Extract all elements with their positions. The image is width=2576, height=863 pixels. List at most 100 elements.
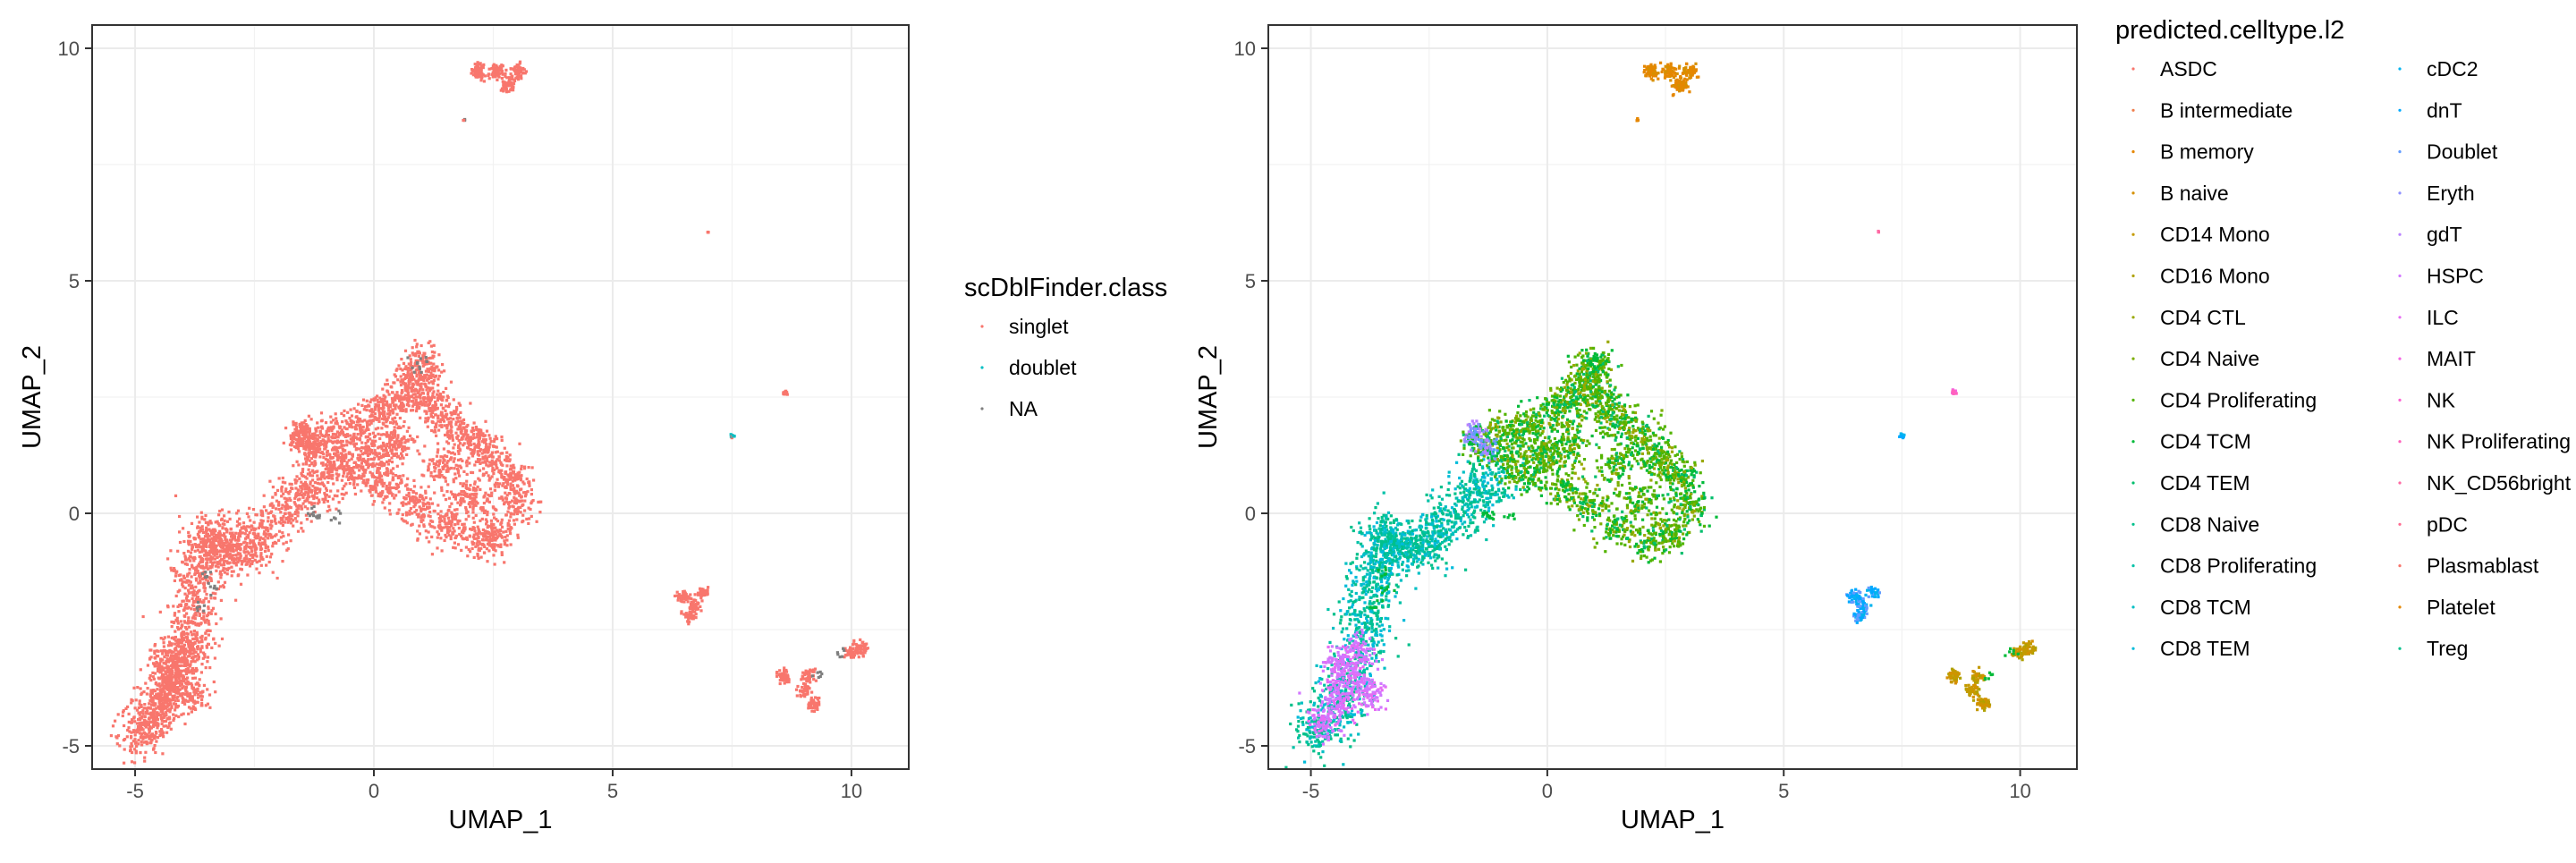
data-point (164, 691, 166, 694)
data-point (188, 706, 191, 708)
data-point (137, 712, 140, 715)
data-point (520, 495, 522, 498)
data-point (431, 411, 434, 414)
data-point (488, 445, 491, 448)
data-point (394, 420, 397, 423)
data-point (411, 378, 413, 381)
data-point (423, 525, 426, 528)
data-point (382, 410, 385, 413)
data-point (409, 435, 411, 437)
data-point (264, 541, 267, 544)
data-point (488, 495, 491, 497)
data-point (400, 384, 402, 386)
data-point (497, 455, 500, 458)
data-point (318, 491, 321, 494)
data-point (200, 512, 203, 514)
data-point (424, 401, 427, 403)
data-point (354, 461, 357, 464)
data-point (390, 385, 393, 388)
data-point (419, 519, 422, 521)
data-point (472, 526, 475, 529)
data-point (114, 720, 116, 723)
data-point (222, 567, 225, 570)
data-point (471, 511, 474, 513)
data-point (469, 484, 471, 486)
data-point (237, 538, 240, 541)
data-point (202, 531, 205, 534)
data-point (126, 729, 129, 732)
data-point (133, 715, 136, 718)
data-point (449, 520, 452, 523)
data-point (191, 597, 194, 600)
data-point (222, 584, 225, 587)
data-point (406, 390, 409, 393)
data-point (484, 529, 487, 532)
data-point (448, 526, 451, 529)
data-point (492, 512, 495, 515)
data-point (477, 537, 479, 539)
data-point (260, 522, 263, 525)
data-point (376, 419, 378, 421)
data-point (166, 679, 169, 681)
data-point (510, 465, 513, 468)
data-point (453, 461, 455, 463)
data-point (487, 434, 490, 436)
data-point (260, 513, 263, 516)
data-point (428, 540, 430, 543)
data-point (128, 713, 131, 715)
data-point (315, 451, 318, 453)
data-point (191, 710, 193, 713)
data-point (221, 518, 224, 520)
data-point (432, 355, 435, 358)
data-point (236, 556, 239, 559)
data-point (374, 406, 377, 409)
data-point (378, 437, 381, 440)
data-point (369, 448, 371, 451)
data-point (465, 537, 468, 539)
data-point (492, 472, 495, 475)
data-point (241, 563, 243, 565)
data-point (182, 552, 185, 554)
data-point (140, 687, 142, 690)
data-point (211, 556, 214, 559)
data-point (219, 585, 222, 588)
data-point (501, 439, 504, 442)
data-point (377, 408, 380, 410)
data-point (270, 520, 273, 523)
data-point (293, 512, 296, 515)
data-point (142, 713, 145, 715)
data-point (443, 494, 445, 496)
data-point (482, 467, 485, 470)
data-point (445, 526, 448, 529)
data-point (382, 485, 385, 487)
data-point (442, 468, 445, 470)
data-point (423, 444, 426, 447)
data-point (341, 479, 343, 482)
data-point (436, 415, 439, 418)
data-point (331, 448, 334, 451)
data-point (331, 436, 334, 439)
data-point (190, 660, 192, 663)
data-point (200, 671, 203, 673)
data-point (408, 404, 411, 407)
data-point (397, 364, 400, 367)
data-point (163, 641, 165, 644)
data-point (204, 620, 207, 622)
data-point (472, 517, 475, 520)
data-point (504, 496, 507, 499)
data-point (475, 501, 478, 503)
data-point (436, 546, 438, 549)
data-point (386, 431, 388, 434)
data-point (478, 446, 480, 449)
data-point (513, 512, 515, 515)
data-point (428, 462, 431, 465)
data-point (266, 555, 268, 558)
data-point (507, 507, 510, 510)
data-point (496, 458, 498, 461)
data-point (208, 693, 211, 696)
data-point (170, 706, 173, 709)
data-point (374, 464, 377, 467)
data-point (345, 475, 348, 478)
data-point (301, 508, 303, 511)
data-point (253, 521, 256, 524)
